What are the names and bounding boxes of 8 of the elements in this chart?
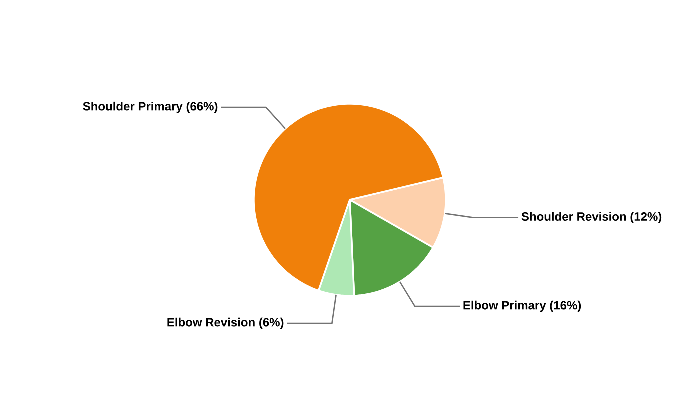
slice-label: Shoulder Revision [522, 212, 626, 222]
data-label: (16%) [550, 300, 582, 312]
data-label: (12%) [630, 212, 662, 224]
data-label: (66%) [186, 102, 218, 114]
slice-label: Elbow Primary [464, 300, 546, 312]
data-label: (6%) [260, 318, 284, 330]
slice-label: Elbow Revision [168, 318, 255, 327]
slice-label: Shoulder Primary [83, 102, 183, 114]
